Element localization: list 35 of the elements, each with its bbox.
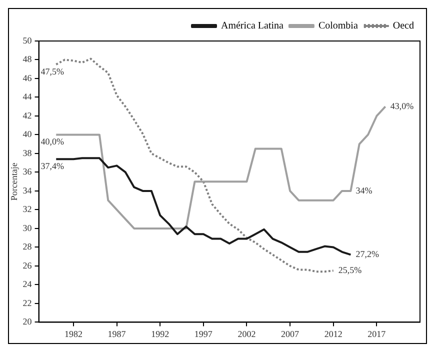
x-tick-label: 1982 <box>64 328 82 339</box>
y-tick-label: 42 <box>22 110 32 120</box>
x-tick-label: 2017 <box>368 328 386 339</box>
y-tick-label: 44 <box>22 92 32 102</box>
annotation: 27,2% <box>356 249 380 260</box>
y-tick-label: 30 <box>22 222 32 233</box>
annotation: 47,5% <box>40 66 65 76</box>
y-tick-label: 46 <box>22 72 32 83</box>
y-tick-label: 48 <box>22 54 32 64</box>
x-tick-label: 1992 <box>151 328 170 339</box>
legend-label: América Latina <box>220 20 284 32</box>
y-tick-label: 40 <box>22 129 32 140</box>
y-tick-label: 36 <box>22 166 32 177</box>
x-tick-label: 2002 <box>238 328 256 339</box>
x-tick-label: 2012 <box>324 328 342 339</box>
y-tick-label: 50 <box>22 35 32 46</box>
legend-label: Oecd <box>392 20 414 32</box>
annotation: 25,5% <box>338 265 362 276</box>
y-tick-label: 32 <box>22 204 32 214</box>
y-axis-title: Porcentaje <box>8 162 19 201</box>
annotation: 43,0% <box>390 100 414 111</box>
x-tick-label: 2007 <box>281 328 300 339</box>
y-tick-label: 26 <box>22 260 32 270</box>
annotation: 37,4% <box>40 160 65 171</box>
y-tick-label: 34 <box>22 185 32 196</box>
x-tick-label: 1987 <box>108 328 126 339</box>
annotation: 40,0% <box>40 136 65 147</box>
y-tick-label: 24 <box>22 279 32 290</box>
y-tick-label: 38 <box>22 148 32 158</box>
y-tick-label: 22 <box>22 298 32 308</box>
annotation: 34% <box>356 185 373 196</box>
legend-label: Colombia <box>318 20 358 32</box>
y-tick-label: 20 <box>22 316 32 327</box>
y-tick-label: 28 <box>22 242 32 252</box>
x-tick-label: 1997 <box>194 328 213 339</box>
